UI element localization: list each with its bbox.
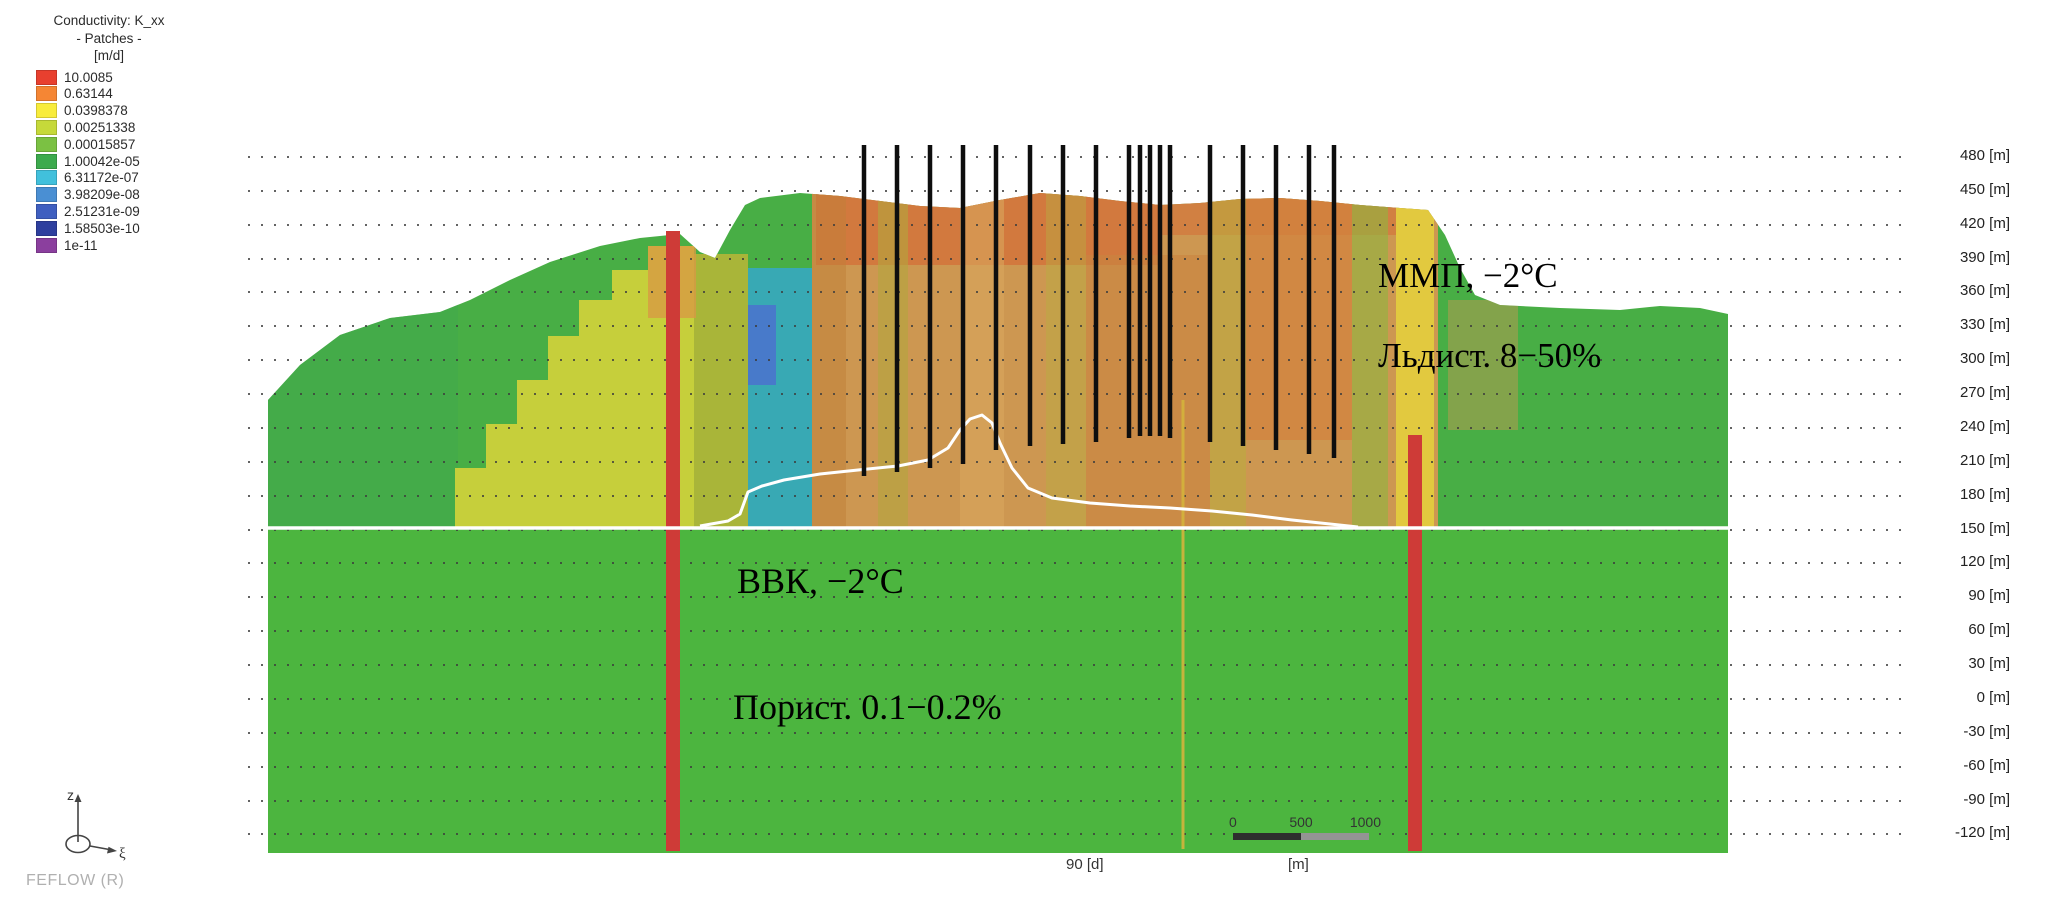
- gridline: [248, 189, 1908, 192]
- phase-boundary-curve: [699, 413, 1359, 529]
- gridline: [248, 359, 1908, 362]
- gridline: [248, 460, 1908, 463]
- gridline: [248, 156, 1908, 158]
- gridline: [248, 393, 1908, 396]
- gridline: [248, 325, 1908, 328]
- gridline: [248, 630, 1908, 633]
- gridline: [248, 223, 1908, 226]
- gridline: [248, 765, 1908, 768]
- gridline: [248, 664, 1908, 667]
- borehole-lines: [861, 145, 1337, 476]
- gridline: [248, 596, 1908, 599]
- gridline: [248, 257, 1908, 260]
- gridline: [248, 799, 1908, 802]
- patch-yellowgreen-hill: [455, 246, 694, 528]
- gridline: [248, 697, 1908, 700]
- gridline: [248, 562, 1908, 565]
- red-well-right: [1408, 435, 1422, 851]
- gridline: [248, 833, 1908, 836]
- red-well-left: [666, 231, 680, 851]
- gridline: [248, 731, 1908, 734]
- gridline: [248, 426, 1908, 429]
- gridline: [248, 494, 1908, 497]
- gridline: [248, 291, 1908, 294]
- patch-blue: [748, 305, 776, 385]
